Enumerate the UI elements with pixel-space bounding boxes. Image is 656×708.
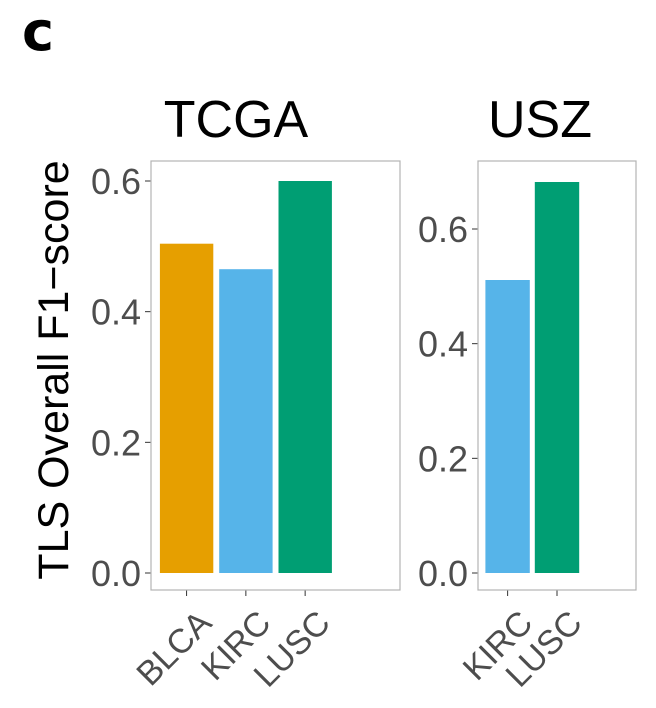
facet-title-usz: USZ — [488, 91, 592, 149]
y-tick-label: 0.2 — [91, 422, 141, 463]
y-tick-label: 0.0 — [91, 553, 141, 594]
facet-panels: TCGABLCAKIRCLUSC0.00.20.40.6USZKIRCLUSC0… — [91, 91, 637, 695]
bar-usz-kirc — [485, 280, 530, 573]
panel-border — [150, 160, 401, 591]
y-tick-label: 0.0 — [418, 553, 468, 594]
panel-label: c — [22, 0, 54, 63]
bar-usz-lusc — [534, 182, 580, 573]
y-tick-label: 0.2 — [418, 438, 468, 479]
facet-title-tcga: TCGA — [164, 91, 309, 149]
y-tick-label: 0.6 — [91, 161, 141, 202]
bar-tcga-lusc — [278, 181, 332, 573]
y-axis-label: TLS Overall F1−score — [30, 160, 78, 579]
bar-tcga-blca — [159, 243, 214, 573]
bar-tcga-kirc — [219, 269, 273, 573]
y-tick-label: 0.6 — [418, 209, 468, 250]
y-tick-label: 0.4 — [418, 324, 468, 365]
panel-border — [477, 160, 637, 591]
y-tick-label: 0.4 — [91, 292, 141, 333]
